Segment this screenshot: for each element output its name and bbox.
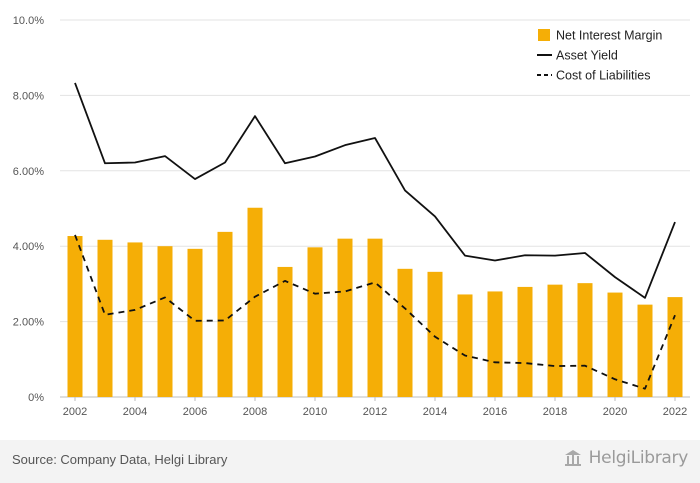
- bar: [457, 294, 473, 397]
- footer: Source: Company Data, Helgi Library Helg…: [0, 440, 700, 483]
- legend-label: Net Interest Margin: [556, 29, 662, 43]
- library-building-icon: [564, 450, 581, 466]
- bar: [397, 268, 413, 397]
- x-tick-label: 2004: [123, 406, 147, 418]
- y-tick-label: 10.0%: [13, 15, 44, 27]
- bar: [187, 248, 203, 397]
- x-tick-label: 2012: [363, 406, 387, 418]
- brand-name: HelgiLibrary: [588, 448, 689, 468]
- bar: [427, 271, 443, 397]
- bar: [157, 246, 173, 397]
- legend: Net Interest Margin Asset Yield Cost of Li…: [537, 29, 662, 83]
- asset-yield-line: [74, 82, 676, 299]
- x-axis: 2002 2004 2006 2008 2010 2012 2014 2016 2018 2020…: [63, 397, 687, 418]
- y-tick-label: 4.00%: [13, 241, 44, 253]
- x-tick-label: 2002: [63, 406, 87, 418]
- bar: [307, 247, 323, 397]
- x-tick-label: 2022: [663, 406, 687, 418]
- y-tick-label: 0%: [28, 392, 44, 404]
- x-tick-label: 2018: [543, 406, 567, 418]
- x-tick-label: 2014: [423, 406, 447, 418]
- bar: [367, 238, 383, 397]
- x-tick-label: 2020: [603, 406, 627, 418]
- bar: [247, 207, 263, 397]
- bar: [127, 242, 143, 397]
- legend-swatch-bar: [538, 29, 550, 41]
- bar: [67, 236, 83, 397]
- x-tick-label: 2010: [303, 406, 327, 418]
- bar-series: [67, 207, 683, 397]
- bar: [217, 231, 233, 397]
- x-tick-label: 2008: [243, 406, 267, 418]
- brand-logo: HelgiLibrary: [563, 448, 688, 468]
- y-tick-label: 6.00%: [13, 166, 44, 178]
- bar: [547, 284, 563, 397]
- legend-label: Asset Yield: [556, 49, 618, 63]
- bar: [487, 291, 503, 397]
- legend-label: Cost of Liabilities: [556, 69, 651, 83]
- bar: [277, 266, 293, 397]
- bar: [337, 238, 353, 397]
- y-tick-label: 2.00%: [13, 317, 44, 329]
- bar: [667, 297, 683, 397]
- source-note: Source: Company Data, Helgi Library: [12, 452, 228, 467]
- y-tick-label: 8.00%: [13, 90, 44, 102]
- bar: [577, 283, 593, 397]
- line-series: [74, 82, 676, 390]
- x-tick-label: 2016: [483, 406, 507, 418]
- bar: [607, 292, 623, 397]
- cost-of-liabilities-line: [74, 234, 676, 390]
- bar: [517, 286, 533, 397]
- y-axis: 0% 2.00% 4.00% 6.00% 8.00% 10.0%: [13, 15, 44, 404]
- x-tick-label: 2006: [183, 406, 207, 418]
- chart: 0% 2.00% 4.00% 6.00% 8.00% 10.0% 2002 2004 2006…: [13, 15, 690, 418]
- bar: [637, 304, 653, 397]
- bar: [97, 239, 113, 397]
